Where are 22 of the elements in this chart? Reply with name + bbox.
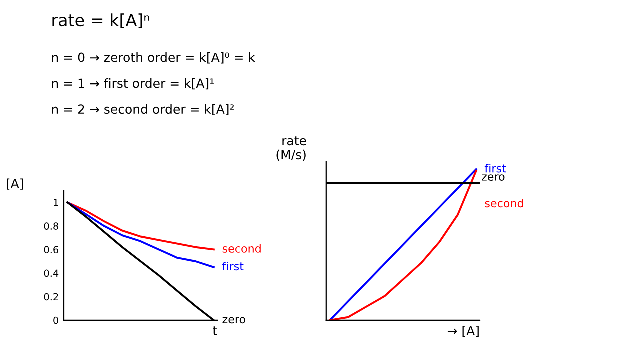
text: n = 2 → second order = k[A]² (52, 104, 234, 116)
y-axis-title: [A] (7, 178, 24, 190)
y-axis-title: rate (M/s) (276, 136, 306, 162)
text: n = 1 → first order = k[A]¹ (52, 78, 214, 90)
series-label: second (485, 199, 524, 208)
x-axis-title: → [A] (448, 326, 479, 338)
series-label: first (222, 262, 244, 271)
y-tick-label: 0.8 (44, 222, 58, 230)
y-tick-label: 1 (54, 199, 58, 206)
text: n = 0 → zeroth order = k[A]⁰ = k (52, 52, 256, 64)
series-label: second (222, 244, 261, 253)
y-tick-label: 0 (54, 316, 58, 324)
x-axis-title: t (213, 326, 218, 336)
line-series (66, 202, 215, 320)
y-tick-label: 0.6 (44, 246, 59, 254)
y-tick-label: 0.4 (44, 270, 59, 278)
text: rate = k[A]ⁿ (52, 14, 150, 29)
y-tick-label: 0.2 (44, 293, 58, 301)
line-series (66, 202, 215, 251)
series-label: zero (222, 317, 246, 324)
ref-line-label: zero (482, 174, 505, 181)
series-label: first (484, 164, 506, 173)
